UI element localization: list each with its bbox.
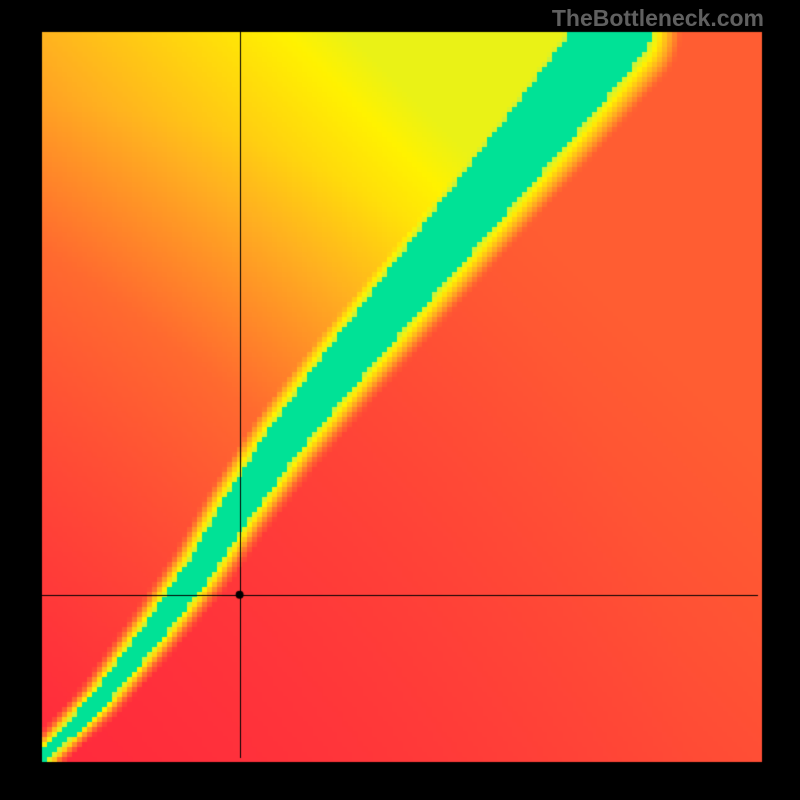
watermark-text: TheBottleneck.com <box>552 5 764 32</box>
page-root: TheBottleneck.com <box>0 0 800 800</box>
bottleneck-heatmap <box>0 0 800 800</box>
